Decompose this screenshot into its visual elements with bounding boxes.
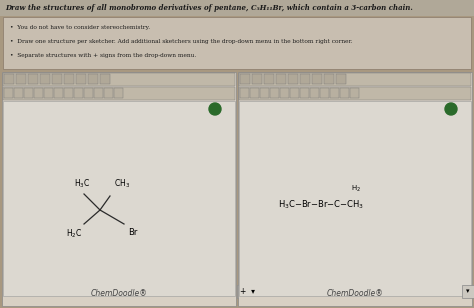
Text: ChemDoodle®: ChemDoodle® bbox=[327, 289, 383, 298]
Text: •  You do not have to consider stereochemistry.: • You do not have to consider stereochem… bbox=[10, 25, 150, 30]
Bar bbox=[104, 88, 113, 98]
Text: •  Draw one structure per sketcher. Add additional sketchers using the drop-down: • Draw one structure per sketcher. Add a… bbox=[10, 38, 353, 43]
Bar bbox=[100, 74, 110, 84]
Bar bbox=[0, 0, 474, 16]
Bar bbox=[260, 88, 269, 98]
Bar bbox=[250, 88, 259, 98]
Bar bbox=[4, 74, 14, 84]
Bar bbox=[310, 88, 319, 98]
Bar bbox=[64, 74, 74, 84]
Bar bbox=[290, 88, 299, 98]
Bar bbox=[84, 88, 93, 98]
Bar bbox=[3, 73, 235, 86]
Bar bbox=[300, 88, 309, 98]
Bar bbox=[24, 88, 33, 98]
Bar bbox=[324, 74, 334, 84]
Bar bbox=[54, 88, 63, 98]
Bar bbox=[2, 72, 236, 306]
Bar bbox=[28, 74, 38, 84]
Text: ▾: ▾ bbox=[466, 288, 470, 294]
Bar bbox=[320, 88, 329, 98]
Bar bbox=[330, 88, 339, 98]
Bar bbox=[14, 88, 23, 98]
Bar bbox=[252, 74, 262, 84]
Text: Br: Br bbox=[128, 228, 137, 237]
Bar bbox=[64, 88, 73, 98]
Bar bbox=[40, 74, 50, 84]
Bar bbox=[270, 88, 279, 98]
Text: ChemDoodle®: ChemDoodle® bbox=[91, 289, 147, 298]
Bar bbox=[276, 74, 286, 84]
Bar bbox=[340, 88, 349, 98]
Bar bbox=[88, 74, 98, 84]
Bar bbox=[336, 74, 346, 84]
Text: +  ▾: + ▾ bbox=[240, 286, 255, 295]
Bar bbox=[280, 88, 289, 98]
Text: •  Separate structures with + signs from the drop-down menu.: • Separate structures with + signs from … bbox=[10, 52, 196, 58]
Text: H$_3$C: H$_3$C bbox=[74, 177, 90, 190]
Circle shape bbox=[209, 103, 221, 115]
Bar bbox=[52, 74, 62, 84]
Text: CH$_3$: CH$_3$ bbox=[114, 177, 130, 190]
Bar bbox=[4, 88, 13, 98]
Bar bbox=[94, 88, 103, 98]
Bar bbox=[74, 88, 83, 98]
Bar bbox=[240, 74, 250, 84]
Bar bbox=[76, 74, 86, 84]
Bar bbox=[3, 87, 235, 100]
Bar bbox=[44, 88, 53, 98]
Bar bbox=[350, 88, 359, 98]
Bar bbox=[238, 72, 472, 306]
Bar bbox=[239, 101, 471, 296]
Text: H$_2$: H$_2$ bbox=[351, 184, 361, 194]
Bar bbox=[312, 74, 322, 84]
Bar bbox=[16, 74, 26, 84]
Bar bbox=[300, 74, 310, 84]
Bar bbox=[0, 71, 474, 308]
Bar bbox=[288, 74, 298, 84]
Bar bbox=[3, 101, 235, 296]
Bar bbox=[264, 74, 274, 84]
Bar bbox=[239, 73, 471, 86]
Bar bbox=[462, 285, 474, 298]
Bar bbox=[3, 17, 471, 69]
Bar bbox=[237, 285, 259, 298]
Bar bbox=[240, 88, 249, 98]
Text: Draw the structures of all monobromo derivatives of pentane, C₅H₁₁Br, which cont: Draw the structures of all monobromo der… bbox=[5, 4, 413, 12]
Bar bbox=[34, 88, 43, 98]
Bar bbox=[114, 88, 123, 98]
Bar bbox=[239, 87, 471, 100]
Circle shape bbox=[445, 103, 457, 115]
Text: H$_2$C: H$_2$C bbox=[66, 228, 82, 241]
Text: H$_3$C$-$Br$-$Br$-$C$-$CH$_3$: H$_3$C$-$Br$-$Br$-$C$-$CH$_3$ bbox=[278, 199, 364, 211]
